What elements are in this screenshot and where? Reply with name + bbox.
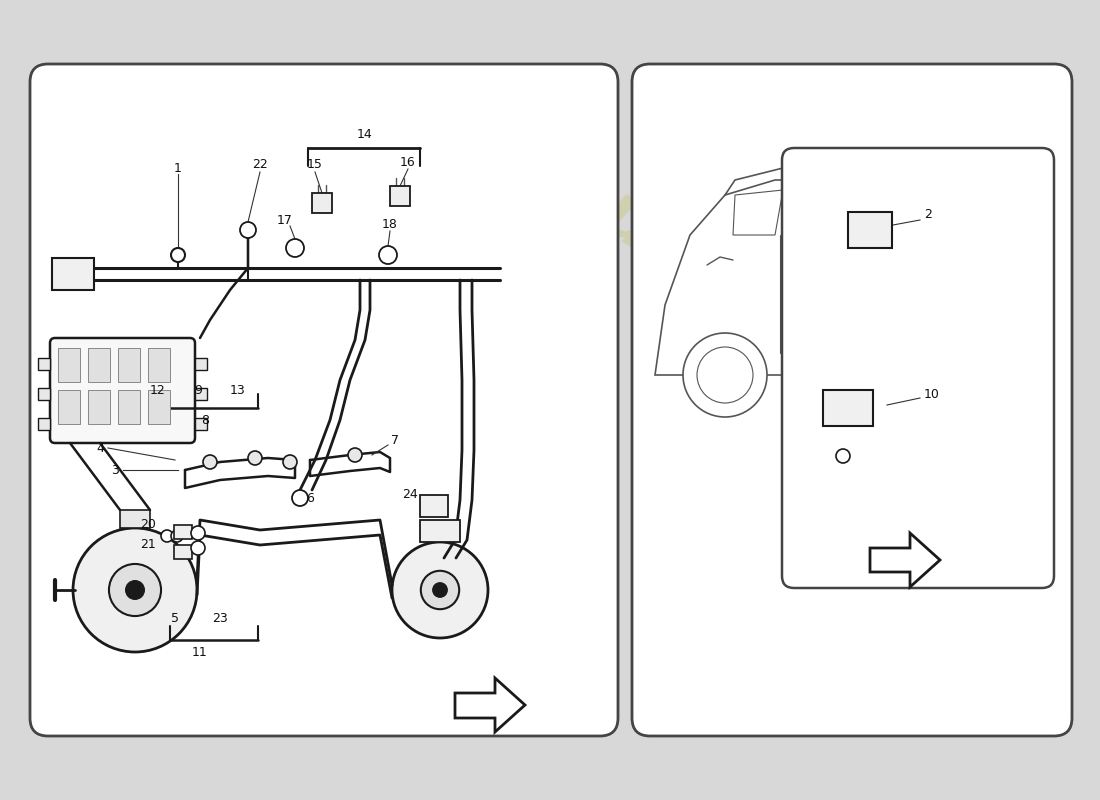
Text: 22: 22	[252, 158, 268, 171]
Bar	[58, 390, 80, 424]
Text: 14: 14	[358, 129, 373, 142]
FancyBboxPatch shape	[632, 64, 1072, 736]
Circle shape	[191, 526, 205, 540]
Text: 8: 8	[201, 414, 209, 426]
Circle shape	[392, 542, 488, 638]
Bar	[848, 212, 892, 248]
Bar	[118, 390, 140, 424]
Bar	[420, 495, 448, 517]
Text: 17: 17	[277, 214, 293, 226]
Circle shape	[283, 455, 297, 469]
Circle shape	[852, 347, 907, 403]
Bar	[195, 418, 207, 430]
Bar	[390, 186, 410, 206]
Bar	[174, 545, 192, 559]
Bar	[823, 390, 873, 426]
Text: 24: 24	[403, 489, 418, 502]
Circle shape	[836, 449, 850, 463]
Text: 4: 4	[96, 442, 103, 454]
Circle shape	[109, 564, 161, 616]
Text: eurospares: eurospares	[541, 147, 999, 473]
Circle shape	[286, 239, 304, 257]
FancyBboxPatch shape	[782, 148, 1054, 588]
Text: 16: 16	[400, 155, 416, 169]
Text: 15: 15	[307, 158, 323, 171]
Bar	[195, 358, 207, 370]
Text: 9: 9	[194, 383, 202, 397]
Circle shape	[683, 333, 767, 417]
Bar	[58, 348, 80, 382]
Text: 23: 23	[212, 611, 228, 625]
Bar	[195, 388, 207, 400]
Text: 2: 2	[924, 209, 932, 222]
Text: 21: 21	[140, 538, 156, 551]
Bar	[39, 418, 50, 430]
Bar	[52, 258, 94, 290]
Text: 1: 1	[174, 162, 182, 174]
Text: 6: 6	[306, 491, 313, 505]
Circle shape	[348, 448, 362, 462]
Bar	[420, 520, 460, 542]
Circle shape	[292, 490, 308, 506]
Circle shape	[379, 246, 397, 264]
Circle shape	[125, 581, 144, 599]
Text: 13: 13	[230, 383, 246, 397]
Text: 7: 7	[390, 434, 399, 446]
Bar	[397, 572, 483, 608]
Circle shape	[204, 455, 217, 469]
Text: 11: 11	[192, 646, 208, 658]
Text: 18: 18	[382, 218, 398, 231]
Bar	[39, 388, 50, 400]
Bar	[120, 510, 150, 528]
Text: 3: 3	[111, 463, 119, 477]
Circle shape	[191, 541, 205, 555]
Circle shape	[73, 528, 197, 652]
Circle shape	[240, 222, 256, 238]
Circle shape	[432, 582, 448, 597]
Circle shape	[421, 571, 459, 610]
Bar	[148, 390, 170, 424]
Text: 10: 10	[924, 389, 939, 402]
Text: 12: 12	[150, 383, 166, 397]
Circle shape	[170, 248, 185, 262]
Text: 5: 5	[170, 611, 179, 625]
FancyBboxPatch shape	[50, 338, 195, 443]
Bar	[312, 193, 332, 213]
Bar	[148, 348, 170, 382]
Circle shape	[170, 530, 183, 542]
Bar	[88, 348, 110, 382]
Bar	[118, 348, 140, 382]
Text: 20: 20	[140, 518, 156, 531]
FancyBboxPatch shape	[30, 64, 618, 736]
Circle shape	[697, 347, 754, 403]
Circle shape	[838, 333, 922, 417]
Bar	[88, 390, 110, 424]
Bar	[78, 570, 192, 610]
Bar	[174, 525, 192, 539]
Bar	[39, 358, 50, 370]
Circle shape	[248, 451, 262, 465]
Text: a passion for parts since 1985: a passion for parts since 1985	[640, 344, 900, 516]
Circle shape	[161, 530, 173, 542]
